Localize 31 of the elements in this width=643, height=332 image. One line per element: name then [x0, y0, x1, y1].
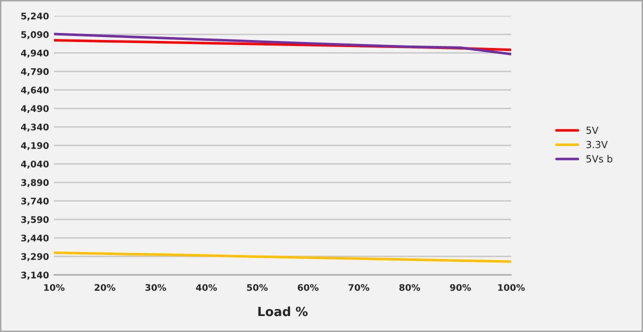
- x-tick-label: 90%: [450, 284, 471, 291]
- y-tick-label: 5,240: [21, 12, 49, 21]
- line-series: [54, 251, 512, 263]
- x-tick-label: 30%: [145, 284, 166, 291]
- y-tick-label: 5,090: [21, 31, 49, 40]
- x-axis-title: Load %: [258, 306, 308, 316]
- x-tick-label: 50%: [247, 284, 268, 291]
- x-tick-label: 70%: [348, 284, 370, 291]
- y-tick-label: 4,490: [21, 105, 49, 114]
- y-tick-label: 4,640: [21, 86, 49, 95]
- y-tick-label: 3,890: [21, 179, 49, 188]
- y-tick-label: 4,040: [21, 160, 49, 169]
- y-tick-label: 3,140: [21, 272, 49, 280]
- y-tick-label: 4,790: [21, 68, 49, 76]
- x-tick-label: 60%: [298, 284, 319, 291]
- legend-label: 5V: [586, 126, 598, 134]
- y-tick-label: 3,590: [21, 216, 49, 224]
- x-tick-label: 100%: [498, 284, 525, 291]
- line-series: [54, 32, 512, 56]
- x-tick-label: 20%: [94, 284, 116, 291]
- x-tick-label: 40%: [196, 284, 217, 291]
- y-tick-label: 4,940: [21, 50, 49, 58]
- y-tick-label: 3,740: [21, 198, 49, 206]
- x-tick-label: 80%: [399, 284, 420, 291]
- legend-label: 3.3V: [586, 140, 608, 148]
- legend-label: 5Vs b: [586, 154, 612, 163]
- y-tick-label: 4,340: [21, 124, 49, 132]
- y-tick-label: 3,290: [21, 253, 49, 262]
- y-tick-label: 4,190: [21, 142, 49, 150]
- y-tick-label: 3,440: [21, 234, 49, 243]
- x-tick-label: 10%: [44, 284, 65, 291]
